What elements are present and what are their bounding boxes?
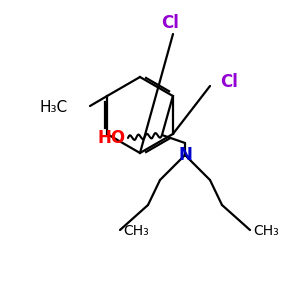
- Text: Cl: Cl: [220, 73, 238, 91]
- Text: CH₃: CH₃: [123, 224, 149, 238]
- Text: H₃C: H₃C: [40, 100, 68, 116]
- Text: N: N: [178, 146, 192, 164]
- Text: HO: HO: [98, 129, 126, 147]
- Text: CH₃: CH₃: [253, 224, 279, 238]
- Text: Cl: Cl: [161, 14, 179, 32]
